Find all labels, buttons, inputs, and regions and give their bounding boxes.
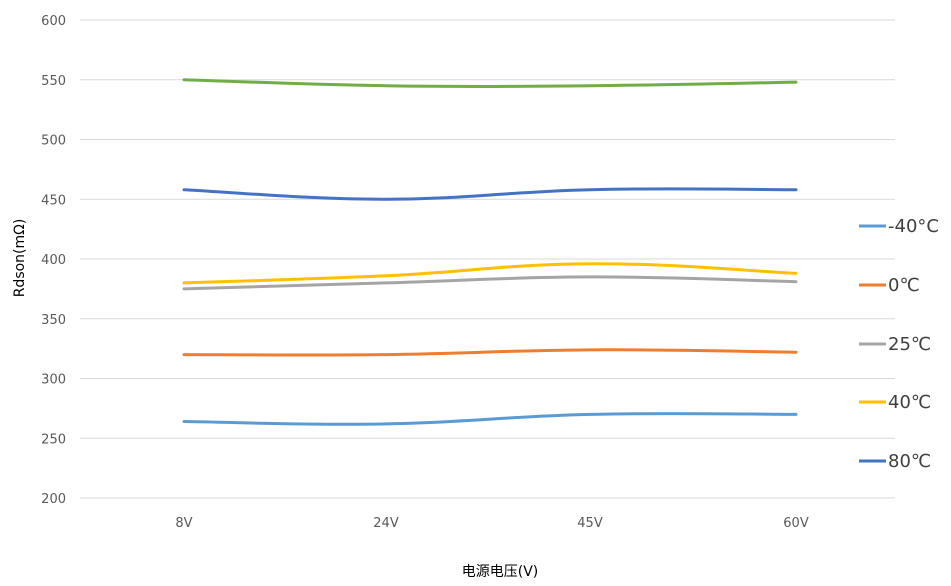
- y-tick-label: 400: [41, 253, 66, 268]
- y-tick-label: 250: [41, 432, 66, 447]
- y-tick-label: 200: [41, 492, 66, 507]
- gridlines: [80, 19, 895, 499]
- y-tick-label: 350: [41, 313, 66, 328]
- series-line-5: [182, 78, 798, 88]
- y-tick-label: 300: [41, 373, 66, 388]
- x-axis-title: 电源电压(V): [462, 564, 539, 580]
- legend-label: 40℃: [888, 392, 931, 413]
- x-tick-label: 45V: [577, 516, 603, 531]
- legend-label: 0℃: [888, 275, 920, 296]
- series-line-1: [182, 348, 798, 357]
- legend-label: 25℃: [888, 334, 931, 355]
- legend: -40°C 0℃ 25℃ 40℃ 80℃: [859, 216, 939, 472]
- x-tick-label: 8V: [175, 516, 192, 531]
- y-tick-label: 550: [41, 74, 66, 89]
- series-lines: [182, 78, 798, 426]
- y-axis-tick-labels: 200 250 300 350 400 450 500 550 600: [41, 14, 66, 507]
- y-tick-label: 450: [41, 193, 66, 208]
- series-line-3: [182, 262, 798, 285]
- y-axis-title: Rdson(mΩ): [12, 219, 28, 298]
- x-tick-label: 24V: [373, 516, 399, 531]
- y-tick-label: 600: [41, 14, 66, 29]
- y-tick-label: 500: [41, 134, 66, 149]
- legend-label: 80℃: [888, 451, 931, 472]
- series-line-2: [182, 275, 798, 291]
- legend-label: -40°C: [888, 216, 939, 237]
- series-line-0: [182, 412, 798, 426]
- x-axis-tick-labels: 8V 24V 45V 60V: [175, 516, 808, 531]
- series-line-4: [182, 187, 798, 201]
- x-tick-label: 60V: [783, 516, 809, 531]
